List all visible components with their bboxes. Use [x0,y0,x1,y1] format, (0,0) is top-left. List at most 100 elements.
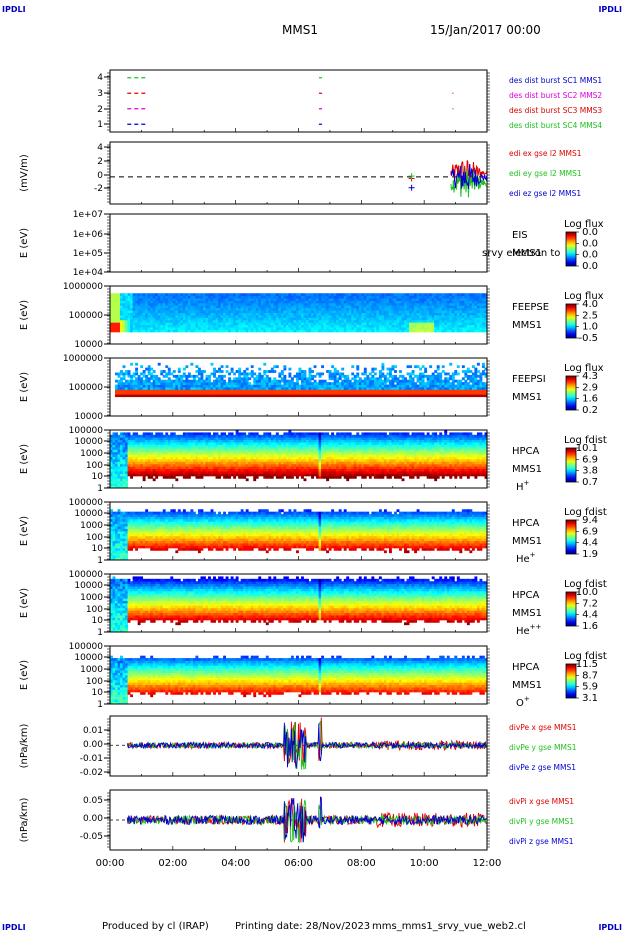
eis-colorbar-title: Log flux [564,219,604,230]
hpca_he2-ytick-label: 1 [97,628,103,638]
divpe-legend-3: divPe z gse MMS1 [509,763,576,772]
divpe-legend-1: divPe x gse MMS1 [509,723,577,732]
feepsi-colorbar [565,375,577,411]
hpca_he1-ytick-label: 10000 [74,509,103,519]
x-tick-label: 02:00 [158,858,187,869]
divpe-series-3 [126,722,487,769]
feepse-ytick-label: 1000000 [63,282,103,292]
feepsi-colorbar-tick-label: 0.2 [582,405,598,416]
hpca_he1-ytick-label: 10 [92,544,104,554]
hpca_he2-colorbar [565,591,577,627]
datetime-title: 15/Jan/2017 00:00 [430,23,541,37]
footer-filename: mms_mms1_srvy_vue_web2.cl [372,921,526,932]
x-tick-label: 08:00 [347,858,376,869]
divpe-legend-2: divPe y gse MMS1 [509,743,577,752]
hpca_h-ytick-label: 10000 [74,437,103,447]
spacecraft-title: MMS1 [282,23,318,37]
divpi-legend-2: divPi y gse MMS1 [509,817,574,826]
divpi-series-3 [126,796,487,843]
hpca_o-ytick-label: 10 [92,688,104,698]
hpca_o-ytick-label: 1 [97,700,103,710]
corner-label-bottom-right: IPDLI [598,923,622,932]
eis-ylabel: E (eV) [19,228,30,258]
edi-ytick-label: 2 [97,157,103,167]
footer-produced: Produced by cl (IRAP) [102,921,209,932]
eis-instrument-label: EIS [512,230,528,241]
hpca_he1-spacecraft-label: MMS1 [512,536,542,547]
hpca_o-colorbar-title: Log fdist [564,651,607,662]
divpi-ytick-label: 0.05 [83,796,103,806]
hpca_he1-colorbar-tick-label: 1.9 [582,549,598,560]
hpca_he2-instrument-label: HPCA [512,590,540,601]
feepsi-spectrogram [115,362,488,398]
feepsi-colorbar-tick-label: 2.9 [582,382,598,393]
eis-ytick-label: 1e+06 [73,230,104,240]
hpca_he2-ylabel: E (eV) [19,588,30,618]
hpca_h-colorbar-tick-label: 3.8 [582,466,598,477]
eis-overlay-text: srvy electron to [482,248,560,259]
feepse-spectrogram [110,293,488,333]
divpi-series-2 [126,799,487,844]
feepse-colorbar [565,303,577,339]
hpca_he1-colorbar-tick-label: 9.4 [582,515,598,526]
edi-ylabel: (mV/m) [19,154,30,192]
divpi-ylabel: (nPa/km) [19,798,30,843]
burst-ytick-label: 2 [97,105,103,115]
hpca_o-ylabel: E (eV) [19,660,30,690]
eis-ytick-label: 1e+05 [73,249,103,259]
hpca_h-species-label: H+ [516,479,530,493]
hpca_he1-spectrogram [110,509,488,561]
hpca_he1-species-label: He+ [516,551,536,565]
divpi-legend-1: divPi x gse MMS1 [509,797,574,806]
hpca_h-colorbar [565,447,577,483]
x-tick-label: 10:00 [410,858,439,869]
hpca_o-ytick-label: 10000 [74,653,103,663]
hpca_o-spacecraft-label: MMS1 [512,680,542,691]
divpi-legend-3: divPi z gse MMS1 [509,837,574,846]
hpca_he2-spacecraft-label: MMS1 [512,608,542,619]
feepse-colorbar-tick-label: 2.5 [582,310,598,321]
hpca_o-species-label: O+ [516,695,530,709]
hpca_he1-ylabel: E (eV) [19,516,30,546]
feepse-instrument-label: FEEPSE [512,302,549,313]
x-tick-label: 00:00 [96,858,125,869]
eis-ytick-label: 1e+07 [73,210,103,220]
burst-legend-3: des dist burst SC3 MMS3 [509,106,602,115]
hpca_o-spectrogram [110,655,488,705]
feepse-colorbar-tick-label: 1.0 [582,322,598,333]
divpi-ytick-label: 0.00 [83,814,103,824]
hpca_he2-ytick-label: 10000 [74,581,103,591]
burst-legend-4: des dist burst SC4 MMS4 [509,121,602,130]
burst-legend-2: des dist burst SC2 MMS2 [509,91,602,100]
hpca_o-colorbar-tick-label: 8.7 [582,670,598,681]
hpca_he2-ytick-label: 1000 [80,593,103,603]
divpi-ytick-label: -0.05 [80,832,103,842]
hpca_h-ylabel: E (eV) [19,444,30,474]
edi-ytick-label: 0 [97,171,103,181]
hpca_he1-ytick-label: 100 [86,533,103,543]
hpca_he2-ytick-label: 100 [86,605,103,615]
eis-colorbar-tick-label: 0.0 [582,250,598,261]
hpca_he2-colorbar-tick-label: 7.2 [582,598,598,609]
hpca_he2-colorbar-tick-label: 10.0 [576,587,598,598]
corner-label-top-left: IPDLI [2,5,26,14]
hpca_o-ytick-label: 100000 [69,642,104,652]
hpca_he2-colorbar-tick-label: 4.4 [582,610,598,621]
feepsi-ytick-label: 10000 [74,412,103,422]
divpe-ytick-label: 0.01 [83,726,103,736]
eis-colorbar [565,231,577,267]
feepse-colorbar-title: Log flux [564,291,604,302]
hpca_o-instrument-label: HPCA [512,662,540,673]
edi-ytick-label: -2 [94,184,103,194]
feepse-colorbar-tick-label: 4.0 [582,299,598,310]
hpca_he2-species-label: He++ [516,623,542,637]
hpca_he2-colorbar-tick-label: 1.6 [582,621,598,632]
hpca_h-colorbar-tick-label: 0.7 [582,477,598,488]
eis-colorbar-tick-label: 0.0 [582,238,598,249]
divpe-ytick-label: -0.02 [80,768,103,778]
hpca_h-spectrogram [110,430,488,489]
hpca_h-ytick-label: 100000 [69,426,104,436]
feepsi-ytick-label: 1000000 [63,354,103,364]
divpe-ylabel: (nPa/km) [19,724,30,769]
